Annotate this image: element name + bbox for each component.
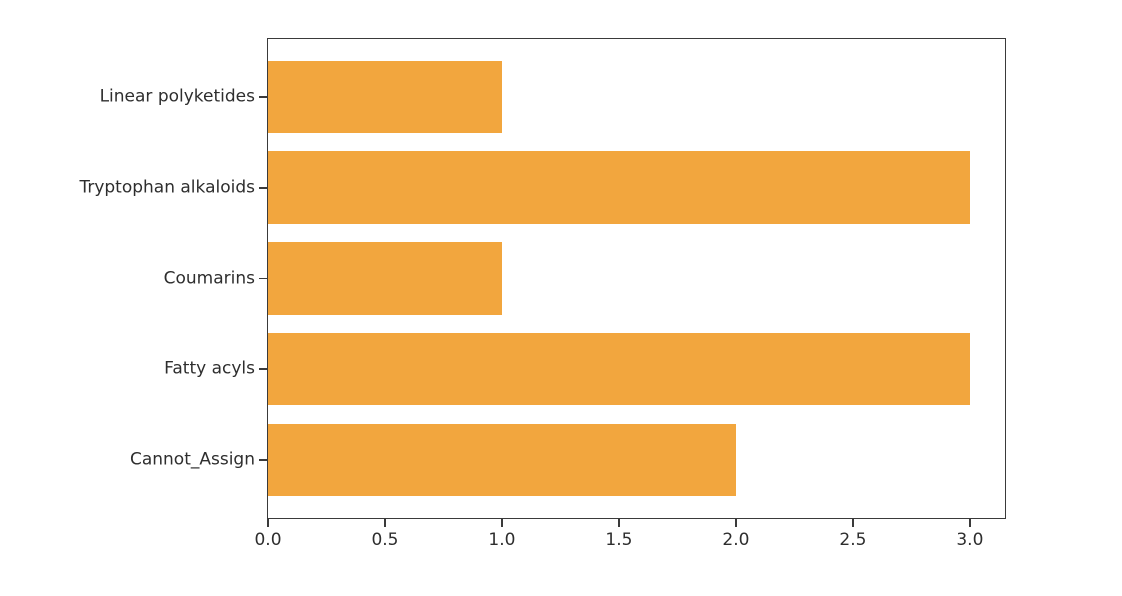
- y-tick-mark: [259, 96, 267, 98]
- y-axis-category-label: Tryptophan alkaloids: [79, 177, 255, 198]
- bar-tryptophan-alkaloids: [268, 151, 970, 225]
- y-axis-category-label: Fatty acyls: [164, 358, 255, 379]
- x-axis-tick-label: 3.0: [956, 530, 984, 550]
- x-axis-tick-label: 0.5: [371, 530, 399, 550]
- x-axis-tick-label: 2.5: [839, 530, 867, 550]
- bar-fatty-acyls: [268, 332, 970, 406]
- x-axis-tick-label: 1.5: [605, 530, 633, 550]
- y-tick-mark: [259, 459, 267, 461]
- y-tick-mark: [259, 187, 267, 189]
- x-tick-mark: [618, 519, 620, 527]
- x-tick-mark: [267, 519, 269, 527]
- y-tick-mark: [259, 368, 267, 370]
- x-tick-mark: [384, 519, 386, 527]
- y-axis-category-label: Linear polyketides: [99, 86, 255, 107]
- x-tick-mark: [969, 519, 971, 527]
- x-tick-mark: [852, 519, 854, 527]
- x-axis-tick-label: 1.0: [488, 530, 516, 550]
- plot-area: Linear polyketides Tryptophan alkaloids Co…: [79, 38, 1006, 549]
- bar-cannot-assign: [268, 423, 736, 497]
- x-tick-mark: [735, 519, 737, 527]
- x-axis-tick-label: 0.0: [254, 530, 282, 550]
- bar-coumarins: [268, 242, 502, 315]
- y-axis-category-label: Cannot_Assign: [129, 449, 255, 470]
- y-axis-category-label: Coumarins: [163, 268, 255, 288]
- x-axis-tick-label: 2.0: [722, 530, 750, 550]
- y-tick-mark: [259, 277, 267, 280]
- x-tick-mark: [501, 519, 503, 527]
- bar-linear-polyketides: [268, 60, 502, 134]
